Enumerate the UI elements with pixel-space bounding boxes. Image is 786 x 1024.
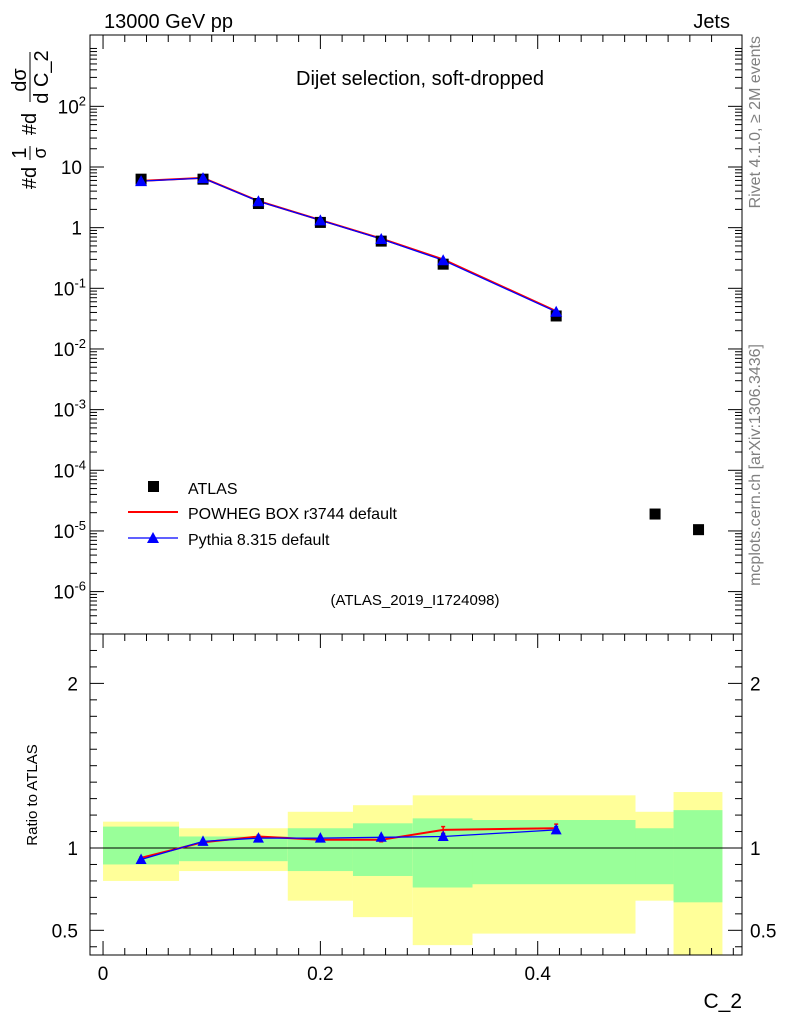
y-tick-label: 10-6 xyxy=(53,579,86,604)
main-plot-panel: Dijet selection, soft-dropped#d1 σ#ddσ d C… xyxy=(9,34,743,635)
legend-powheg-label: POWHEG BOX r3744 default xyxy=(188,506,398,523)
x-tick-label: 0.2 xyxy=(307,964,333,985)
pythia-data-point xyxy=(437,254,450,266)
legend-atlas-label: ATLAS xyxy=(188,481,238,498)
watermark-label: (ATLAS_2019_I1724098) xyxy=(330,592,499,609)
pythia-data-point xyxy=(314,214,327,226)
y-label-frac1-den: σ xyxy=(30,147,50,158)
legend: ATLAS POWHEG BOX r3744 default Pythia 8.31… xyxy=(128,481,398,549)
y-tick-label: 10-5 xyxy=(53,518,86,543)
y-tick-label: 10-3 xyxy=(53,397,86,422)
series-line-pythia xyxy=(141,177,557,313)
uncertainty-band-inner xyxy=(673,810,723,903)
legend-pythia-marker xyxy=(147,532,159,543)
ratio-pythia-point xyxy=(550,823,562,835)
y-axis-label: #d 1 σ #d dσ d C_2 xyxy=(9,50,53,189)
pythia-data-point xyxy=(135,175,148,187)
ratio-y-label-text: Ratio to ATLAS xyxy=(24,744,41,845)
legend-pythia-label: Pythia 8.315 default xyxy=(188,532,330,549)
ratio-pythia-point xyxy=(437,830,449,841)
y-tick-label: 10-2 xyxy=(53,336,86,361)
chart-title: Dijet selection, soft-dropped xyxy=(296,68,544,90)
y-tick-label: 102 xyxy=(58,93,86,118)
y-tick-label: 10 xyxy=(61,158,82,179)
ratio-pythia-point xyxy=(252,832,264,843)
ratio-y-tick-label-right: 0.5 xyxy=(750,921,776,942)
energy-label: 13000 GeV pp xyxy=(104,11,233,33)
y-tick-label: 10-1 xyxy=(53,275,86,300)
y-label-frac1-num: 1 xyxy=(9,147,31,158)
ratio-y-tick-label: 0.5 xyxy=(52,921,78,942)
rivet-label: Rivet 4.1.0, ≥ 2M events xyxy=(747,36,764,208)
uncertainty-band-inner xyxy=(179,836,288,862)
category-label: Jets xyxy=(693,11,730,33)
ratio-y-axis-label: Ratio to ATLAS xyxy=(24,744,41,845)
pythia-data-point xyxy=(550,305,563,317)
x-tick-label: 0 xyxy=(98,964,109,985)
y-label-prefix: #d xyxy=(19,167,41,189)
uncertainty-band-inner xyxy=(352,823,413,876)
y-label-frac2-den: d C_2 xyxy=(31,50,53,103)
pythia-data-point xyxy=(197,172,210,184)
ratio-frame xyxy=(89,633,743,956)
x-axis-label: C_2 xyxy=(703,990,742,1013)
ratio-pythia-point xyxy=(135,853,147,865)
ratio-pythia-point xyxy=(197,835,209,846)
mcplots-label: mcplots.cern.ch [arXiv:1306.3436] xyxy=(747,344,764,586)
ratio-y-tick-label: 2 xyxy=(67,674,78,695)
uncertainty-band-inner xyxy=(635,828,674,885)
atlas-data-point xyxy=(649,508,661,520)
x-tick-label: 0.4 xyxy=(524,964,551,985)
ratio-plot-panel: 0.5 0.5 1 1 2 2 0 0.2 0.4 Ratio to ATLAS C_2 xyxy=(24,633,776,1013)
y-label-frac2-num: dσ xyxy=(9,68,31,92)
legend-atlas-marker xyxy=(148,481,159,492)
atlas-data-point xyxy=(693,524,705,536)
y-label-middle: #d xyxy=(19,113,41,135)
series-line-powheg xyxy=(141,176,557,313)
ratio-pythia-point xyxy=(314,832,326,843)
ratio-y-tick-label-right: 1 xyxy=(750,839,761,860)
ratio-y-tick-label: 1 xyxy=(67,839,78,860)
pythia-data-point xyxy=(375,233,388,245)
y-tick-label: 1 xyxy=(71,219,82,240)
ratio-y-tick-label-right: 2 xyxy=(750,674,761,695)
y-tick-label: 10-4 xyxy=(53,457,86,482)
pythia-data-point xyxy=(252,195,265,207)
ratio-pythia-point xyxy=(375,831,387,842)
